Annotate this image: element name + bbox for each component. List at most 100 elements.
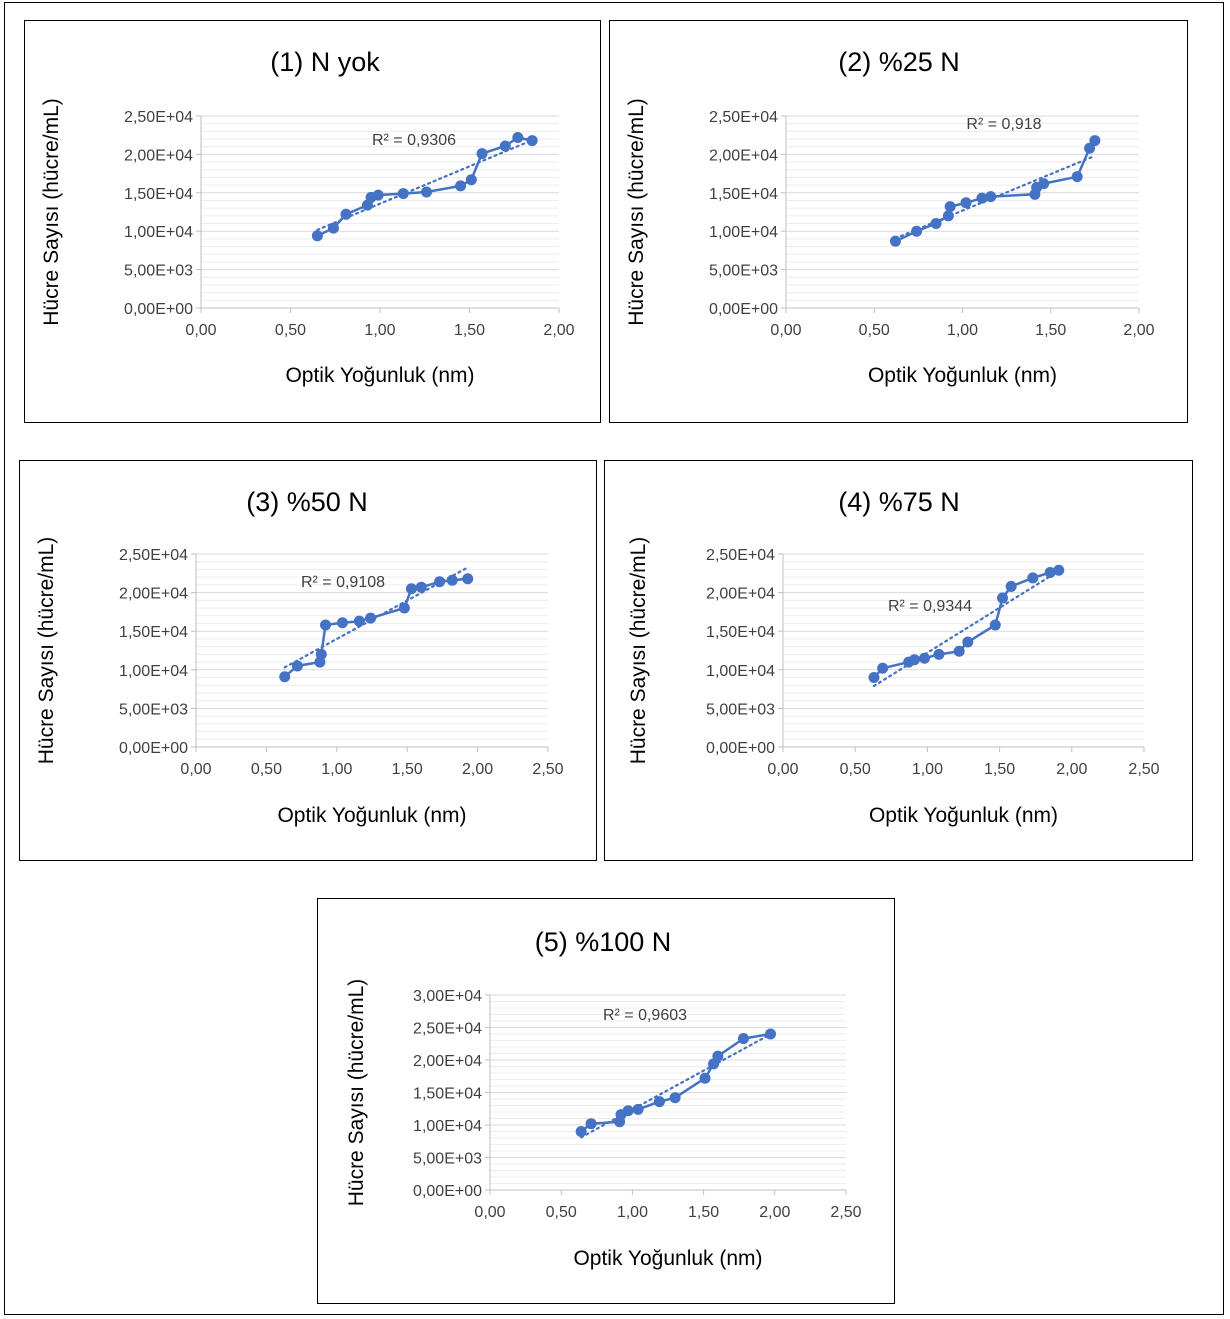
data-point (976, 192, 988, 204)
chart-panel-100-n: 0,00 0,50 1,00 1,50 2,00 2,50 0,00E+00 5,00E+03… (317, 898, 895, 1304)
data-point (446, 574, 458, 586)
x-tick-label: 0,50 (840, 761, 871, 778)
y-tick-label: 2,00E+04 (119, 586, 188, 603)
data-point (512, 132, 524, 144)
x-tick-label: 2,50 (830, 1204, 861, 1221)
y-tick-label: 5,00E+03 (119, 701, 188, 718)
data-point (315, 648, 327, 660)
x-axis-label: Optik Yoğunluk (nm) (869, 804, 1058, 827)
x-tick-label: 2,50 (532, 761, 563, 778)
y-axis-label: Hücre Sayısı (hücre/mL) (35, 537, 58, 765)
y-tick-label: 2,00E+04 (709, 147, 778, 164)
series-line (316, 136, 533, 237)
x-tick-label: 0,00 (185, 322, 216, 339)
chart-svg: 0,00 0,50 1,00 1,50 2,00 0,00E+00 5,00E+03 1,00… (625, 47, 1155, 387)
y-tick-label: 2,50E+04 (706, 547, 775, 564)
x-tick-label: 0,00 (474, 1204, 505, 1221)
x-axis-label: Optik Yoğunluk (nm) (868, 364, 1057, 387)
y-tick-label: 2,50E+04 (709, 109, 778, 126)
x-tick-label: 1,50 (454, 322, 485, 339)
y-tick-label: 1,00E+04 (709, 224, 778, 241)
y-tick-label: 2,50E+04 (124, 109, 193, 126)
data-point (933, 648, 945, 660)
data-point (911, 225, 923, 237)
chart-panel-25-n: 0,00 0,50 1,00 1,50 2,00 0,00E+00 5,00E+03 1,00… (609, 20, 1188, 423)
data-point (960, 197, 972, 209)
data-point (962, 636, 974, 648)
x-tick-label: 1,00 (321, 761, 352, 778)
y-tick-label: 1,50E+04 (124, 186, 193, 203)
chart-svg: 0,00 0,50 1,00 1,50 2,00 2,50 0,00E+00 5,00E+03… (627, 487, 1160, 827)
data-point (575, 1126, 587, 1137)
x-tick-label: 0,50 (859, 322, 890, 339)
data-point (930, 218, 942, 230)
data-point (311, 230, 323, 242)
data-point (669, 1092, 681, 1104)
chart-svg: 0,00 0,50 1,00 1,50 2,00 2,50 0,00E+00 5,00E+03… (35, 487, 564, 827)
y-tick-label: 5,00E+03 (413, 1151, 482, 1168)
data-point (877, 662, 889, 674)
chart-title: (2) %25 N (838, 47, 960, 77)
trendline (316, 139, 534, 231)
y-tick-label: 2,00E+04 (706, 586, 775, 603)
data-point (353, 615, 365, 627)
data-point (622, 1105, 634, 1117)
x-tick-label: 1,00 (912, 761, 943, 778)
gridlines (783, 553, 1144, 748)
y-tick-label: 1,50E+04 (709, 186, 778, 203)
chart-svg: 0,00 0,50 1,00 1,50 2,00 0,00E+00 5,00E+03 1,00… (40, 47, 575, 387)
data-point (415, 581, 427, 593)
x-tick-label: 1,00 (364, 322, 395, 339)
x-tick-label: 0,00 (180, 761, 211, 778)
data-point (372, 189, 384, 201)
y-tick-label: 1,50E+04 (706, 624, 775, 641)
chart-panel-n-yok: 0,00 0,50 1,00 1,50 2,00 0,00E+00 5,00E+03 1,00… (24, 20, 601, 423)
chart-title: (4) %75 N (838, 487, 960, 517)
x-tick-label: 0,00 (767, 761, 798, 778)
x-tick-label: 2,00 (1123, 322, 1154, 339)
data-point (889, 235, 901, 247)
figure-frame (4, 2, 1224, 1315)
y-axis-label: Hücre Sayısı (hücre/mL) (345, 979, 368, 1207)
y-axis-label: Hücre Sayısı (hücre/mL) (40, 98, 63, 326)
data-point (398, 602, 410, 614)
r-squared-label: R² = 0,918 (966, 116, 1041, 133)
x-tick-label: 2,00 (543, 322, 574, 339)
data-point (365, 612, 377, 624)
y-tick-label: 0,00E+00 (413, 1183, 482, 1200)
data-point (908, 654, 920, 666)
x-tick-label: 2,00 (462, 761, 493, 778)
y-tick-label: 0,00E+00 (119, 740, 188, 757)
data-point (765, 1028, 777, 1040)
y-tick-label: 2,00E+04 (413, 1053, 482, 1070)
data-point (320, 619, 332, 631)
data-point (462, 573, 474, 585)
y-tick-label: 1,00E+04 (119, 663, 188, 680)
data-point (737, 1033, 749, 1045)
x-tick-label: 2,00 (759, 1204, 790, 1221)
r-squared-label: R² = 0,9306 (372, 132, 456, 149)
data-point (712, 1050, 724, 1062)
data-point (632, 1103, 644, 1115)
chart-panel-50-n: 0,00 0,50 1,00 1,50 2,00 2,50 0,00E+00 5,00E+03… (19, 460, 597, 861)
series-line (580, 1032, 771, 1133)
data-point (996, 592, 1008, 604)
x-tick-label: 1,50 (392, 761, 423, 778)
x-axis-label: Optik Yoğunluk (nm) (285, 364, 474, 387)
y-axis-label: Hücre Sayısı (hücre/mL) (627, 537, 650, 765)
data-point (1044, 567, 1056, 579)
y-tick-label: 1,50E+04 (413, 1086, 482, 1103)
y-tick-label: 1,00E+04 (413, 1118, 482, 1135)
x-tick-label: 0,50 (251, 761, 282, 778)
data-point (421, 186, 433, 198)
data-point (1089, 135, 1101, 147)
r-squared-label: R² = 0,9603 (603, 1007, 687, 1024)
data-point (397, 188, 409, 200)
trendline (872, 569, 1060, 688)
x-tick-label: 0,00 (770, 322, 801, 339)
x-tick-label: 2,50 (1128, 761, 1159, 778)
y-tick-label: 2,50E+04 (413, 1021, 482, 1038)
data-point (526, 135, 538, 147)
y-axis-label: Hücre Sayısı (hücre/mL) (625, 98, 648, 326)
trendline (580, 1033, 772, 1139)
